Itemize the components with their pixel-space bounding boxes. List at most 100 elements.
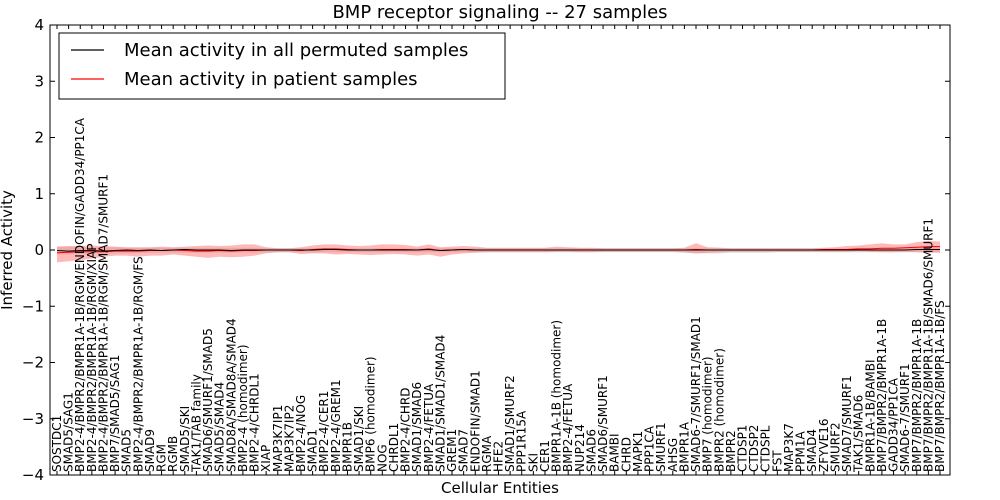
- x-tick-label: BMP2-4/FETUA: [422, 383, 436, 472]
- x-tick-label: RGM: [155, 444, 169, 472]
- x-tick-label: TAK1/SMAD6: [852, 395, 866, 473]
- x-tick-label: SOSTDC1: [50, 415, 64, 472]
- x-tick-label: SMAD5: [120, 429, 134, 472]
- x-tick-label: BMP7/BMPR2/BMPR1A-1B: [910, 319, 924, 472]
- y-tick-label: 2: [34, 129, 44, 147]
- x-tick-label: SMAD1: [306, 429, 320, 472]
- lines-layer: [56, 246, 940, 254]
- x-tick-label: SMAD4: [805, 429, 819, 472]
- x-tick-label: SMAD5/SKI: [178, 406, 192, 472]
- x-tick-label: RGMA: [480, 435, 494, 472]
- x-tick-label: NOG: [375, 444, 389, 472]
- x-tick-label: BMP2-4 (homodimer): [236, 344, 250, 472]
- x-tick-label: BMP2-4/FETUA: [561, 383, 575, 472]
- x-tick-label: SMAD7: [457, 429, 471, 472]
- x-tick-label: CER1: [538, 440, 552, 472]
- x-tick-label: ZFYVE16: [817, 418, 831, 472]
- x-tick-label: BMP2-4/BMPR2/BMPR1A-1B/RGM/FS: [131, 256, 145, 472]
- y-tick-label: 3: [34, 72, 44, 90]
- x-tick-label: BMPR1A: [677, 421, 691, 472]
- y-tick-label: −2: [22, 354, 44, 372]
- x-axis-label: Cellular Entities: [441, 479, 559, 497]
- y-tick-label: −1: [22, 297, 44, 315]
- permuted-line: [56, 248, 940, 252]
- x-tick-label: SMAD5/SMAD4: [213, 382, 227, 472]
- x-tick-label: AHSG: [666, 438, 680, 472]
- x-tick-label: SMAD1/SKI: [352, 406, 366, 472]
- x-tick-label: SKI: [526, 453, 540, 472]
- x-tick-label: BMP7 (homodimer): [701, 356, 715, 472]
- x-tick-label: BMP7/BMPR2/BMPR1A-1B/FS: [933, 300, 947, 472]
- x-tick-label: FST: [770, 450, 784, 472]
- x-tick-label: BMP2-4/BMPR2/BMPR1A-1B/RGM/SMAD7/SMURF1: [96, 174, 110, 472]
- x-tick-label: BMPR2: [724, 430, 738, 472]
- y-axis-label: Inferred Activity: [0, 190, 16, 310]
- x-tick-label: BMP2-4/CHRDL1: [248, 373, 262, 472]
- x-tick-label: SMAD5/SAG1: [62, 392, 76, 472]
- x-tick-label: SMAD1/SMURF2: [503, 375, 517, 472]
- x-tick-label: SMAD6-7/SMURF1: [898, 363, 912, 472]
- x-tick-label: MAPK1: [631, 431, 645, 472]
- y-axis: −4 −3 −2 −1 0 1 2 3 4: [22, 16, 950, 484]
- x-tick-label: BMP6 (homodimer): [364, 356, 378, 472]
- x-tick-label: XIAP: [259, 445, 273, 472]
- x-tick-label: SMAD6-7/SMURF1/SMAD1: [689, 316, 703, 472]
- x-tick-label: CTDSPL: [759, 425, 773, 472]
- y-tick-label: 1: [34, 185, 44, 203]
- x-tick-label: BMP7/BMPR2/BMPR1A-1B: [875, 319, 889, 472]
- legend-label-patient: Mean activity in patient samples: [124, 69, 418, 90]
- x-tick-label: RGMB: [166, 436, 180, 472]
- x-tick-label: BMP2-4/CER1: [317, 391, 331, 472]
- x-tick-label: CHRD: [619, 437, 633, 472]
- bands-layer: [57, 241, 940, 263]
- x-tick-label: ENDOFIN/SMAD1: [468, 370, 482, 472]
- x-tick-label: BMP2-4/BMPR2/BMPR1A-1B/RGM/XIAP: [85, 243, 99, 472]
- x-tick-label: PPP1CA: [643, 425, 657, 472]
- x-tick-label: BMP7/BMPR2/BMPR1A-1B/SMAD6/SMURF1: [921, 218, 935, 472]
- x-tick-label: SMURF2: [828, 422, 842, 472]
- legend-box: [58, 32, 506, 100]
- plot-area: SOSTDC1SMAD5/SAG1BMP2-4/BMPR2/BMPR1A-1B/…: [22, 16, 951, 484]
- x-tick-label: SMAD1/SMAD1/SMAD4: [433, 335, 447, 472]
- x-tick-label: MAP3K7IP1: [271, 405, 285, 472]
- x-tick-label: BMPR1B: [340, 422, 354, 472]
- x-tick-label: SMAD7/SMURF1: [840, 375, 854, 472]
- category-labels: SOSTDC1SMAD5/SAG1BMP2-4/BMPR2/BMPR1A-1B/…: [50, 117, 947, 473]
- y-tick-label: −4: [22, 466, 44, 484]
- patient-band: [57, 241, 940, 263]
- x-tick-label: BMPR2 (homodimer): [712, 348, 726, 472]
- x-tick-label: NUP214: [573, 424, 587, 472]
- x-tick-label: CTDSP1: [735, 425, 749, 472]
- x-tick-label: HFE2: [492, 441, 506, 472]
- legend: Mean activity in all permuted samples Me…: [58, 32, 506, 100]
- x-tick-label: SMURF1: [654, 422, 668, 472]
- x-axis: [56, 25, 941, 475]
- x-tick-label: BMP2-4/BMPR2/BMPR1A-1B/RGM/ENDOFIN/GADD3…: [73, 117, 87, 472]
- x-tick-label: BMP2-4/CHRD: [399, 388, 413, 472]
- legend-label-permuted: Mean activity in all permuted samples: [124, 40, 468, 61]
- x-tick-label: TAK1/TAB family: [189, 374, 203, 473]
- x-tick-label: SMAD6/SMURF1/SMAD5: [201, 328, 215, 472]
- x-tick-label: SMAD8A/SMAD8A/SMAD4: [224, 318, 238, 472]
- x-tick-label: SMAD1/SMAD6: [410, 382, 424, 472]
- x-tick-label: SMAD9: [143, 429, 157, 472]
- x-tick-label: CTDSP2: [747, 425, 761, 472]
- x-tick-label: SMAD6/SMURF1: [596, 375, 610, 472]
- y-tick-label: 4: [34, 16, 44, 34]
- x-tick-label: GADD34/PP1CA: [887, 377, 901, 472]
- x-tick-label: GREM1: [445, 429, 459, 472]
- x-tick-label: PPM1A: [794, 431, 808, 472]
- x-tick-label: BMPR1A-1B (homodimer): [550, 320, 564, 472]
- x-tick-label: CHRDL1: [387, 423, 401, 472]
- x-tick-label: BMP7/SMAD5/SAG1: [108, 355, 122, 472]
- x-tick-label: PPP1R15A: [515, 410, 529, 472]
- x-tick-label: MAP3K7IP2: [282, 405, 296, 472]
- chart-title: BMP receptor signaling -- 27 samples: [332, 2, 667, 23]
- x-tick-label: BMP2-4/GREM1: [329, 379, 343, 472]
- x-tick-label: SMAD6: [584, 429, 598, 472]
- x-tick-label: BMP2-4/NOG: [294, 395, 308, 472]
- y-tick-label: 0: [34, 241, 44, 259]
- y-tick-label: −3: [22, 410, 44, 428]
- x-tick-label: BMPR1A-1B/BAMBI: [863, 359, 877, 472]
